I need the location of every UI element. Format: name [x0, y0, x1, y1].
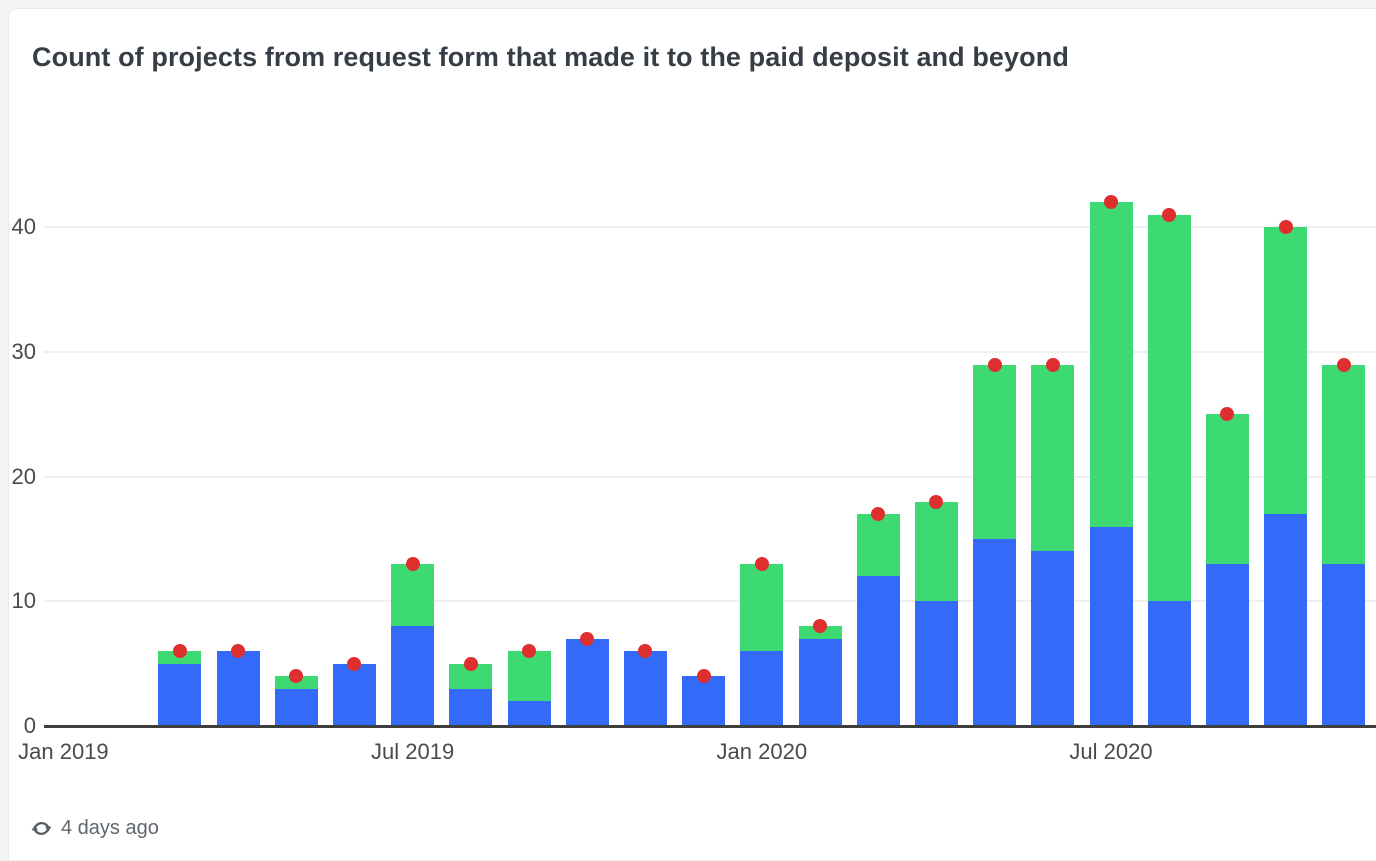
bar-segment-blue[interactable]	[798, 638, 842, 726]
total-dot[interactable]	[405, 556, 420, 571]
total-dot[interactable]	[1162, 207, 1177, 222]
total-dot[interactable]	[463, 656, 478, 671]
gridline	[44, 475, 1376, 478]
bar-segment-blue[interactable]	[973, 539, 1017, 726]
total-dot[interactable]	[289, 669, 304, 684]
bar-segment-blue[interactable]	[1089, 526, 1133, 726]
y-axis-tick-label: 40	[11, 214, 36, 240]
total-dot[interactable]	[987, 357, 1002, 372]
bar-segment-blue[interactable]	[449, 688, 493, 726]
gridline	[44, 351, 1376, 354]
chart-card: Count of projects from request form that…	[8, 8, 1376, 860]
bar-segment-blue[interactable]	[1147, 601, 1191, 726]
total-dot[interactable]	[754, 556, 769, 571]
total-dot[interactable]	[522, 644, 536, 659]
bar-segment-green[interactable]	[1031, 364, 1075, 552]
total-dot[interactable]	[347, 656, 362, 671]
total-dot[interactable]	[813, 619, 827, 634]
bar-segment-green[interactable]	[914, 501, 958, 602]
bar-segment-blue[interactable]	[1031, 551, 1075, 726]
bar-segment-blue[interactable]	[332, 663, 376, 726]
total-dot[interactable]	[580, 631, 595, 646]
total-dot[interactable]	[1336, 357, 1351, 372]
bar-segment-blue[interactable]	[740, 651, 784, 726]
x-axis-tick-label: Jan 2019	[18, 739, 109, 764]
bar-segment-green[interactable]	[740, 563, 784, 652]
total-dot[interactable]	[929, 494, 944, 509]
bar-segment-blue[interactable]	[1264, 514, 1308, 726]
refresh-icon[interactable]	[30, 815, 53, 842]
total-dot[interactable]	[638, 644, 653, 659]
total-dot[interactable]	[696, 669, 711, 684]
x-axis-tick-label: Jan 2020	[716, 739, 808, 764]
y-axis-tick-label: 0	[23, 713, 36, 738]
total-dot[interactable]	[231, 644, 245, 659]
last-updated-label: 4 days ago	[61, 816, 159, 839]
bar-segment-green[interactable]	[507, 651, 551, 702]
bar-segment-blue[interactable]	[216, 651, 260, 726]
total-dot[interactable]	[1104, 195, 1118, 210]
bar-segment-green[interactable]	[1089, 202, 1133, 527]
bar-segment-green[interactable]	[973, 364, 1017, 539]
x-axis-tick-label: Jul 2020	[1069, 739, 1153, 764]
bar-segment-blue[interactable]	[507, 701, 551, 726]
bar-segment-green[interactable]	[1205, 414, 1249, 564]
y-axis-tick-label: 30	[11, 339, 36, 365]
stacked-bar-chart: 0 10 20 30 40 Jan 2019 Jul 2019 Jan 2020 Jul 202…	[9, 9, 1376, 861]
total-dot[interactable]	[1278, 220, 1293, 235]
bar-segment-green[interactable]	[1264, 227, 1308, 515]
total-dot[interactable]	[1220, 407, 1235, 422]
bar-segment-blue[interactable]	[274, 688, 318, 726]
y-axis-tick-label: 10	[11, 588, 36, 614]
gridline	[44, 600, 1376, 603]
bar-segment-blue[interactable]	[565, 638, 609, 726]
bar-segment-blue[interactable]	[1205, 563, 1249, 726]
gridline	[44, 226, 1376, 229]
card-title: Count of projects from request form that…	[32, 42, 1069, 72]
bar-segment-blue[interactable]	[391, 626, 435, 726]
total-dot[interactable]	[1045, 357, 1060, 372]
bar-segment-green[interactable]	[391, 563, 435, 627]
bar-segment-green[interactable]	[856, 514, 900, 577]
bar-segment-green[interactable]	[1322, 364, 1366, 564]
bar-segment-green[interactable]	[1147, 214, 1191, 602]
total-dot[interactable]	[871, 507, 886, 522]
bar-segment-blue[interactable]	[623, 651, 667, 726]
y-axis-tick-label: 20	[11, 463, 36, 489]
x-axis-tick-label: Jul 2019	[371, 739, 455, 764]
bar-segment-blue[interactable]	[158, 663, 202, 726]
bar-segment-blue[interactable]	[856, 576, 900, 726]
card-footer: 4 days ago	[30, 812, 159, 844]
bar-segment-blue[interactable]	[914, 601, 958, 726]
bar-segment-blue[interactable]	[1322, 563, 1366, 726]
total-dot[interactable]	[172, 644, 187, 659]
x-axis-line	[44, 725, 1376, 728]
bar-segment-blue[interactable]	[682, 676, 726, 726]
